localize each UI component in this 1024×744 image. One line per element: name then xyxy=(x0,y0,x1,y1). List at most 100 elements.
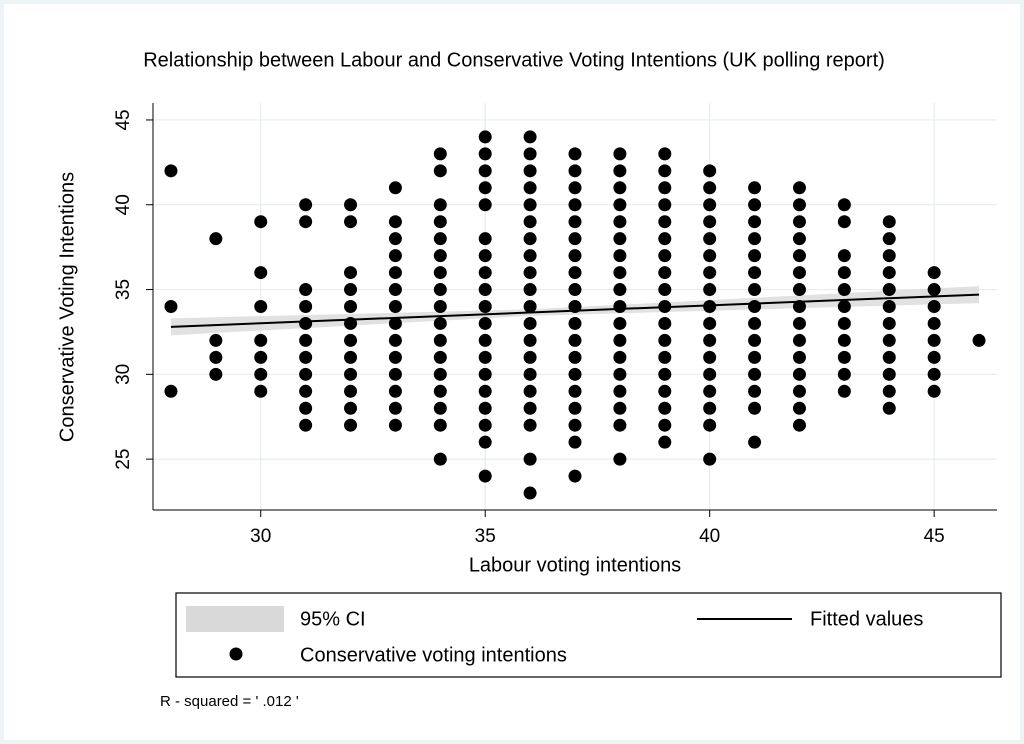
point xyxy=(523,198,537,212)
point xyxy=(748,249,762,263)
point xyxy=(478,367,492,381)
point xyxy=(658,435,672,449)
x-tick-label: 45 xyxy=(924,526,945,547)
point xyxy=(568,164,582,178)
point xyxy=(164,164,178,178)
point xyxy=(388,283,402,297)
point xyxy=(433,147,447,161)
point xyxy=(703,316,717,330)
point xyxy=(792,215,806,229)
point xyxy=(478,164,492,178)
point xyxy=(523,130,537,144)
point xyxy=(523,350,537,364)
point xyxy=(523,249,537,263)
fitted-line xyxy=(170,293,980,328)
chart-title: Relationship between Labour and Conserva… xyxy=(143,49,885,71)
point xyxy=(748,350,762,364)
point xyxy=(792,401,806,415)
point xyxy=(568,418,582,432)
point xyxy=(523,147,537,161)
point xyxy=(433,249,447,263)
point xyxy=(837,367,851,381)
point xyxy=(613,181,627,195)
point xyxy=(388,350,402,364)
point xyxy=(299,283,313,297)
point xyxy=(299,418,313,432)
point xyxy=(433,316,447,330)
point xyxy=(478,283,492,297)
point xyxy=(658,232,672,246)
point xyxy=(837,350,851,364)
point xyxy=(523,300,537,313)
point xyxy=(882,350,896,364)
point xyxy=(523,316,537,330)
point xyxy=(478,181,492,195)
point xyxy=(658,249,672,263)
point xyxy=(703,198,717,212)
point xyxy=(388,215,402,229)
point xyxy=(344,300,358,313)
point xyxy=(703,215,717,229)
point xyxy=(299,401,313,415)
point xyxy=(433,350,447,364)
point xyxy=(748,384,762,398)
point xyxy=(837,384,851,398)
point xyxy=(748,435,762,449)
point xyxy=(478,469,492,483)
point xyxy=(837,333,851,347)
point xyxy=(299,367,313,381)
note: R - squared = ' .012 ' xyxy=(160,693,299,710)
point xyxy=(388,232,402,246)
point xyxy=(344,215,358,229)
point xyxy=(523,452,537,466)
point xyxy=(568,469,582,483)
point xyxy=(613,215,627,229)
point xyxy=(164,384,178,398)
point xyxy=(478,401,492,415)
point xyxy=(703,181,717,195)
point xyxy=(344,401,358,415)
point xyxy=(254,367,268,381)
point xyxy=(164,300,178,313)
point xyxy=(837,249,851,263)
point xyxy=(433,198,447,212)
point xyxy=(882,367,896,381)
point xyxy=(837,283,851,297)
y-axis-label: Conservative Voting Intentions xyxy=(56,172,78,442)
point xyxy=(792,300,806,313)
point xyxy=(254,266,268,280)
point xyxy=(837,316,851,330)
point xyxy=(792,350,806,364)
point xyxy=(837,300,851,313)
point xyxy=(568,333,582,347)
point xyxy=(254,333,268,347)
point xyxy=(658,164,672,178)
point xyxy=(703,300,717,313)
point xyxy=(478,130,492,144)
point xyxy=(748,316,762,330)
point xyxy=(613,384,627,398)
point xyxy=(882,384,896,398)
point xyxy=(658,333,672,347)
point xyxy=(478,435,492,449)
point xyxy=(748,333,762,347)
point xyxy=(388,333,402,347)
point xyxy=(523,418,537,432)
x-tick-label: 30 xyxy=(250,526,271,547)
point xyxy=(658,215,672,229)
point xyxy=(882,215,896,229)
point xyxy=(792,266,806,280)
point xyxy=(523,384,537,398)
point xyxy=(658,283,672,297)
point xyxy=(523,266,537,280)
point xyxy=(748,198,762,212)
point xyxy=(882,232,896,246)
point xyxy=(209,232,223,246)
point xyxy=(254,350,268,364)
x-tick-label: 40 xyxy=(699,526,720,547)
point xyxy=(568,283,582,297)
point xyxy=(703,232,717,246)
point xyxy=(927,350,941,364)
point xyxy=(927,333,941,347)
point xyxy=(433,418,447,432)
